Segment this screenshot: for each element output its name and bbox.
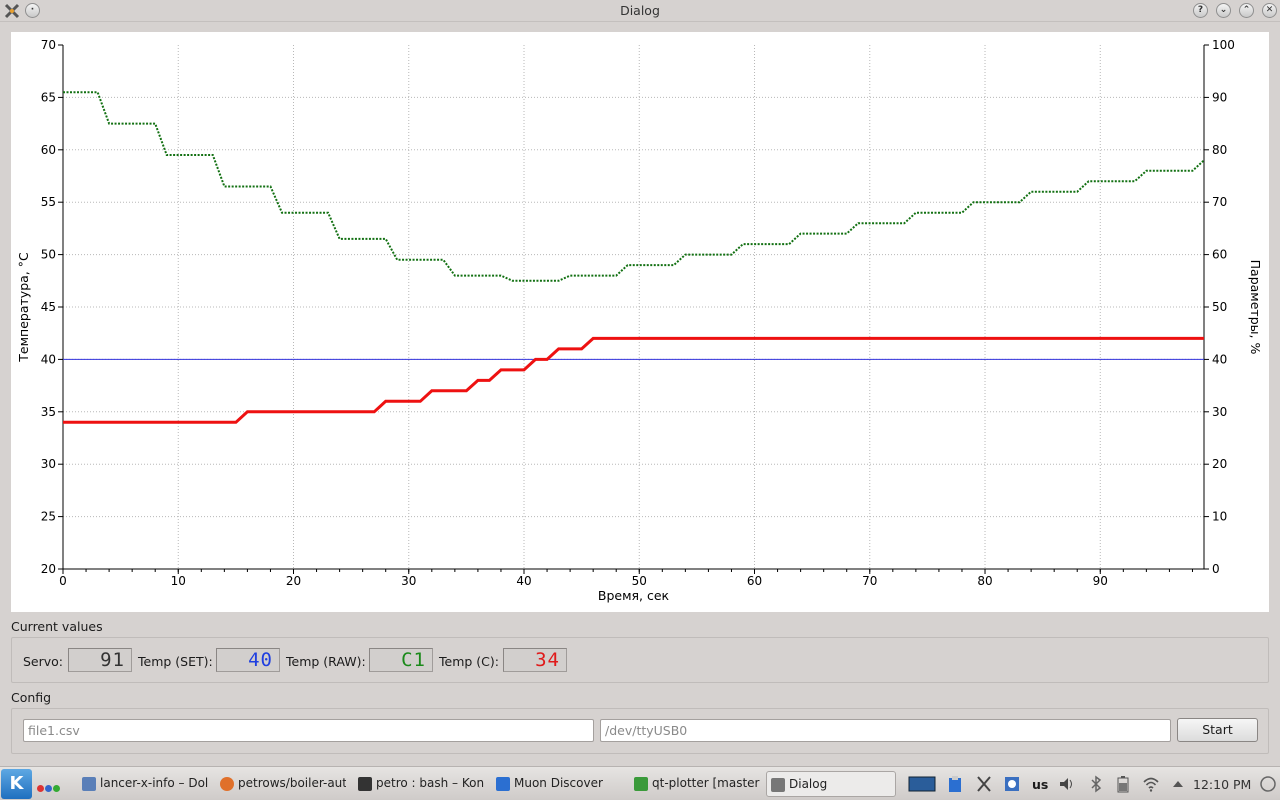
x-tick-label: 70 xyxy=(862,574,877,588)
dialog-icon xyxy=(771,778,785,792)
y-right-tick-label: 20 xyxy=(1212,457,1227,471)
current-values-group: Servo: 91 Temp (SET): 40 Temp (RAW): C1 … xyxy=(11,637,1269,683)
maximize-button[interactable]: ⌃ xyxy=(1239,3,1254,18)
y-left-tick-label: 60 xyxy=(41,143,56,157)
config-group: file1.csv /dev/ttyUSB0 Start xyxy=(11,708,1269,754)
volume-icon[interactable] xyxy=(1058,775,1076,793)
x-tick-label: 90 xyxy=(1093,574,1108,588)
y-left-tick-label: 25 xyxy=(41,510,56,524)
temp-c-label: Temp (C): xyxy=(439,654,499,669)
bluetooth-icon[interactable] xyxy=(1087,775,1105,793)
muon-icon xyxy=(496,777,510,791)
servo-display: 91 xyxy=(68,648,132,672)
temp-series-line xyxy=(63,336,1204,424)
temp-c-display: 34 xyxy=(503,648,567,672)
temp-raw-display: C1 xyxy=(369,648,433,672)
temperature-chart: 0 10 20 30 40 50 60 70 80 90 20 25 30 35 40 45 50 55 60 65 7… xyxy=(16,38,1263,603)
y-left-tick-label: 45 xyxy=(41,300,56,314)
y-right-tick-label: 50 xyxy=(1212,300,1227,314)
y-left-tick-label: 40 xyxy=(41,352,56,366)
y-right-tick-label: 0 xyxy=(1212,562,1220,576)
x-axis-title: Время, сек xyxy=(598,588,670,603)
terminal-icon xyxy=(358,777,372,791)
app-icon xyxy=(4,3,20,19)
wifi-icon[interactable] xyxy=(1142,775,1160,793)
config-title: Config xyxy=(11,690,52,705)
clock[interactable]: 12:10 PM xyxy=(1193,777,1252,792)
task-konsole[interactable]: petro : bash – Konsole xyxy=(354,771,484,797)
y-left-tick-label: 50 xyxy=(41,248,56,262)
task-qtcreator[interactable]: qt-plotter [master] xyxy=(630,771,760,797)
task-muon[interactable]: Muon Discover xyxy=(492,771,622,797)
taskbar: K lancer-x-info – Dolphin petrows/boiler… xyxy=(0,766,1280,800)
y-right-tick-label: 30 xyxy=(1212,405,1227,419)
kde-menu-button[interactable]: K xyxy=(1,769,32,799)
y-left-tick-label: 35 xyxy=(41,405,56,419)
x-tick-label: 50 xyxy=(632,574,647,588)
folder-icon xyxy=(82,777,96,791)
network-manager-icon[interactable] xyxy=(1003,775,1021,793)
temp-raw-label: Temp (RAW): xyxy=(286,654,366,669)
y-right-tick-label: 60 xyxy=(1212,248,1227,262)
clipboard-icon[interactable] xyxy=(946,775,964,793)
activity-switcher-icon[interactable] xyxy=(37,781,61,796)
y-right-tick-label: 10 xyxy=(1212,510,1227,524)
help-button[interactable]: ? xyxy=(1193,3,1208,18)
keyboard-layout-indicator[interactable]: us xyxy=(1032,777,1049,792)
task-dialog[interactable]: Dialog xyxy=(766,771,896,797)
x-tick-label: 20 xyxy=(286,574,301,588)
scissors-icon[interactable] xyxy=(975,775,993,793)
x-tick-label: 60 xyxy=(747,574,762,588)
tray-expand-icon[interactable] xyxy=(1169,775,1187,793)
y-left-tick-label: 20 xyxy=(41,562,56,576)
battery-icon[interactable] xyxy=(1114,775,1132,793)
task-firefox[interactable]: petrows/boiler-aut xyxy=(216,771,346,797)
y-right-tick-label: 90 xyxy=(1212,90,1227,104)
y-left-tick-label: 70 xyxy=(41,38,56,52)
x-tick-label: 30 xyxy=(401,574,416,588)
y-right-tick-label: 80 xyxy=(1212,143,1227,157)
y-left-axis-title: Температура, °C xyxy=(16,252,31,363)
x-tick-label: 10 xyxy=(171,574,186,588)
temp-set-display: 40 xyxy=(216,648,280,672)
qt-creator-icon xyxy=(634,777,648,791)
x-tick-label: 40 xyxy=(516,574,531,588)
x-tick-label: 0 xyxy=(59,574,67,588)
y-left-tick-label: 30 xyxy=(41,457,56,471)
x-tick-label: 80 xyxy=(977,574,992,588)
display-icon[interactable] xyxy=(908,775,936,793)
y-right-tick-label: 40 xyxy=(1212,352,1227,366)
current-values-title: Current values xyxy=(11,619,103,634)
start-button[interactable]: Start xyxy=(1177,718,1258,742)
window-title: Dialog xyxy=(620,3,660,18)
task-dolphin[interactable]: lancer-x-info – Dolphin xyxy=(78,771,208,797)
cashew-icon[interactable] xyxy=(1259,775,1277,793)
serial-port-input[interactable]: /dev/ttyUSB0 xyxy=(600,719,1171,742)
y-left-tick-label: 55 xyxy=(41,195,56,209)
plot-area: 0 10 20 30 40 50 60 70 80 90 20 25 30 35 40 45 50 55 60 65 7… xyxy=(11,32,1269,612)
servo-label: Servo: xyxy=(23,654,64,669)
y-right-axis-title: Параметры, % xyxy=(1248,260,1263,355)
y-right-tick-label: 100 xyxy=(1212,38,1235,52)
file-input[interactable]: file1.csv xyxy=(23,719,594,742)
servo-series-line xyxy=(63,91,1205,282)
y-right-tick-label: 70 xyxy=(1212,195,1227,209)
temp-set-label: Temp (SET): xyxy=(138,654,213,669)
window-titlebar: · Dialog ? ⌄ ⌃ ✕ xyxy=(0,0,1280,22)
y-left-tick-label: 65 xyxy=(41,90,56,104)
firefox-icon xyxy=(220,777,234,791)
minimize-button[interactable]: ⌄ xyxy=(1216,3,1231,18)
window-menu-button[interactable]: · xyxy=(25,3,40,18)
close-button[interactable]: ✕ xyxy=(1262,3,1277,18)
